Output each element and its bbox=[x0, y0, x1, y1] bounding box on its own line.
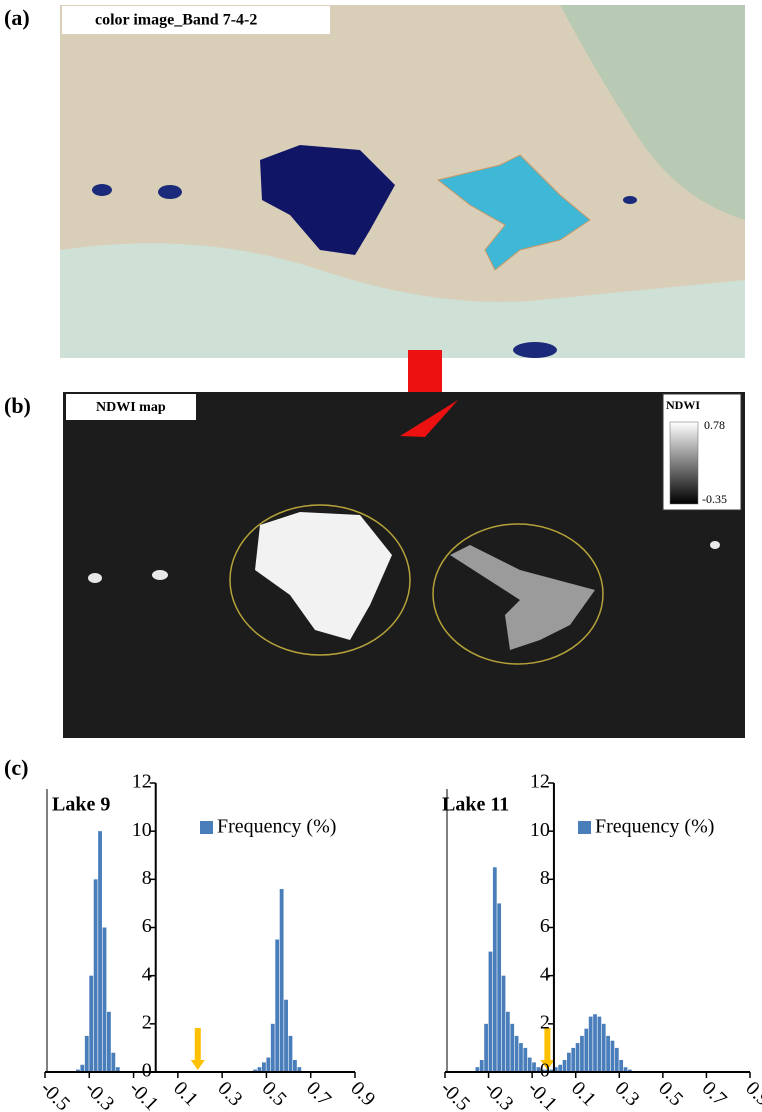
bar bbox=[89, 976, 93, 1072]
y-tick-label: 4 bbox=[142, 963, 152, 985]
y-tick-label: 12 bbox=[132, 771, 152, 793]
y-tick-label: 0 bbox=[142, 1060, 152, 1082]
bar bbox=[107, 1012, 111, 1072]
x-tick-label: -0.3 bbox=[480, 1077, 518, 1112]
x-tick-label: -0.1 bbox=[125, 1077, 163, 1112]
x-tick-label: 0.5 bbox=[258, 1077, 291, 1110]
bar bbox=[576, 1043, 580, 1072]
y-tick-label: 8 bbox=[142, 867, 152, 889]
y-tick-label: 0 bbox=[540, 1060, 550, 1082]
bar bbox=[284, 1000, 288, 1072]
bar bbox=[532, 1062, 536, 1072]
bar bbox=[111, 1053, 115, 1072]
y-tick-label: 10 bbox=[530, 819, 550, 841]
panel-label: (b) bbox=[4, 393, 31, 418]
colorbar-max: 0.78 bbox=[704, 418, 725, 432]
bar bbox=[510, 1024, 514, 1072]
bar bbox=[484, 1024, 488, 1072]
satellite-image bbox=[60, 5, 745, 358]
y-tick-label: 4 bbox=[540, 963, 550, 985]
bar bbox=[528, 1058, 532, 1072]
bar bbox=[606, 1036, 610, 1072]
x-tick-label: -0.1 bbox=[523, 1077, 561, 1112]
legend-swatch bbox=[200, 821, 213, 834]
bar bbox=[571, 1048, 575, 1072]
panel-title: NDWI map bbox=[96, 400, 166, 415]
bar bbox=[275, 940, 279, 1072]
y-tick-label: 6 bbox=[142, 915, 152, 937]
y-tick-label: 2 bbox=[142, 1011, 152, 1033]
x-tick-label: -0.3 bbox=[81, 1077, 119, 1112]
bar bbox=[98, 831, 102, 1072]
bar bbox=[293, 1060, 297, 1072]
bar bbox=[558, 1065, 562, 1072]
ndwi-image bbox=[63, 392, 745, 738]
legend-swatch bbox=[578, 821, 591, 834]
panel-label: (a) bbox=[4, 5, 30, 30]
bar bbox=[94, 879, 98, 1072]
bar bbox=[262, 1062, 266, 1072]
x-tick-label: 0.3 bbox=[611, 1077, 644, 1110]
bar bbox=[619, 1060, 623, 1072]
colorbar-min: -0.35 bbox=[702, 492, 727, 506]
chart-title: Lake 9 bbox=[52, 794, 110, 816]
threshold-arrow bbox=[191, 1028, 205, 1070]
x-tick-label: 0.1 bbox=[169, 1077, 202, 1110]
bar bbox=[580, 1036, 584, 1072]
bar bbox=[523, 1048, 527, 1072]
figure: (a) color image_Band 7-4-2 (b) NDWI map … bbox=[0, 0, 762, 1112]
y-tick-label: 12 bbox=[530, 771, 550, 793]
bar bbox=[266, 1058, 270, 1072]
bar bbox=[611, 1041, 615, 1072]
bar bbox=[567, 1053, 571, 1072]
bar bbox=[506, 1012, 510, 1072]
x-tick-label: 0.1 bbox=[567, 1077, 600, 1110]
bar bbox=[593, 1014, 597, 1072]
bar bbox=[271, 1024, 275, 1072]
bar bbox=[489, 952, 493, 1072]
bar bbox=[480, 1060, 484, 1072]
legend-label: Frequency (%) bbox=[595, 816, 714, 838]
x-tick-label: -0.5 bbox=[36, 1077, 74, 1112]
y-tick-label: 6 bbox=[540, 915, 550, 937]
bar bbox=[584, 1029, 588, 1072]
x-tick-label: 0.7 bbox=[302, 1077, 335, 1110]
x-tick-label: 0.5 bbox=[654, 1077, 687, 1110]
panel-label: (c) bbox=[4, 755, 28, 780]
bar bbox=[615, 1048, 619, 1072]
x-tick-label: 0.9 bbox=[346, 1077, 379, 1110]
bar bbox=[602, 1024, 606, 1072]
bar bbox=[103, 928, 107, 1073]
bar bbox=[85, 1036, 89, 1072]
bar bbox=[598, 1017, 602, 1072]
x-tick-label: 0.3 bbox=[213, 1077, 246, 1110]
colorbar-title: NDWI bbox=[666, 398, 700, 412]
y-tick-label: 2 bbox=[540, 1011, 550, 1033]
y-tick-label: 8 bbox=[540, 867, 550, 889]
bar bbox=[563, 1060, 567, 1072]
bar bbox=[519, 1043, 523, 1072]
bar bbox=[80, 1065, 84, 1072]
page: (a) color image_Band 7-4-2 (b) NDWI map … bbox=[0, 0, 762, 1112]
x-tick-label: -0.5 bbox=[436, 1077, 474, 1112]
bar bbox=[280, 889, 284, 1072]
legend-label: Frequency (%) bbox=[217, 816, 336, 838]
bar bbox=[497, 903, 501, 1072]
y-tick-label: 10 bbox=[132, 819, 152, 841]
x-tick-label: 0.9 bbox=[741, 1077, 762, 1110]
bar bbox=[493, 867, 497, 1072]
bar bbox=[589, 1017, 593, 1072]
panel-title: color image_Band 7-4-2 bbox=[95, 12, 257, 29]
bar bbox=[289, 1036, 293, 1072]
bar bbox=[502, 976, 506, 1072]
chart-title: Lake 11 bbox=[442, 794, 509, 816]
bar bbox=[515, 1036, 519, 1072]
x-tick-label: 0.7 bbox=[698, 1077, 731, 1110]
